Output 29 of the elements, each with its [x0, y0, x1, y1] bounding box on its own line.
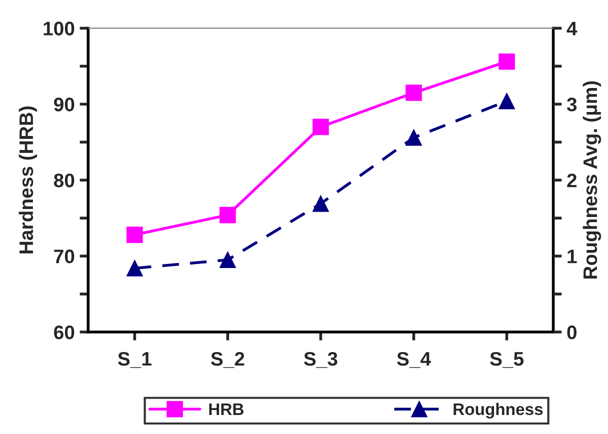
point	[498, 53, 515, 70]
point	[312, 195, 329, 212]
y-tick-label: 90	[54, 98, 74, 112]
y-tick-label: 60	[54, 325, 74, 340]
y2-axis-title: Roughness Avg. (μm)	[582, 81, 602, 279]
x-tick-label: S_2	[210, 352, 244, 368]
point	[498, 92, 515, 110]
y2-tick-label: 3	[566, 98, 577, 112]
x-tick-label: S_3	[304, 352, 338, 368]
y-tick-label: 80	[54, 174, 74, 188]
point	[220, 206, 236, 224]
point	[406, 129, 422, 146]
x-tick-label: S_1	[118, 352, 152, 368]
point	[126, 226, 143, 243]
y-tick-label: 70	[54, 250, 74, 264]
point	[220, 252, 236, 268]
point	[406, 84, 422, 101]
legend-label: Roughness	[454, 402, 543, 418]
y2-tick-label: 0	[567, 325, 576, 340]
x-tick-label: S_5	[490, 352, 524, 368]
y-axis-title: Hardness (HRB)	[18, 106, 37, 254]
y2-tick-label: 4	[566, 22, 578, 36]
y2-tick-label: 1	[568, 250, 577, 264]
point	[312, 118, 329, 136]
y2-tick-label: 2	[567, 174, 577, 188]
x-tick-label: S_4	[397, 352, 431, 368]
legend-label: HRB	[209, 404, 244, 415]
y-tick-label: 100	[44, 22, 74, 36]
point	[126, 260, 143, 276]
